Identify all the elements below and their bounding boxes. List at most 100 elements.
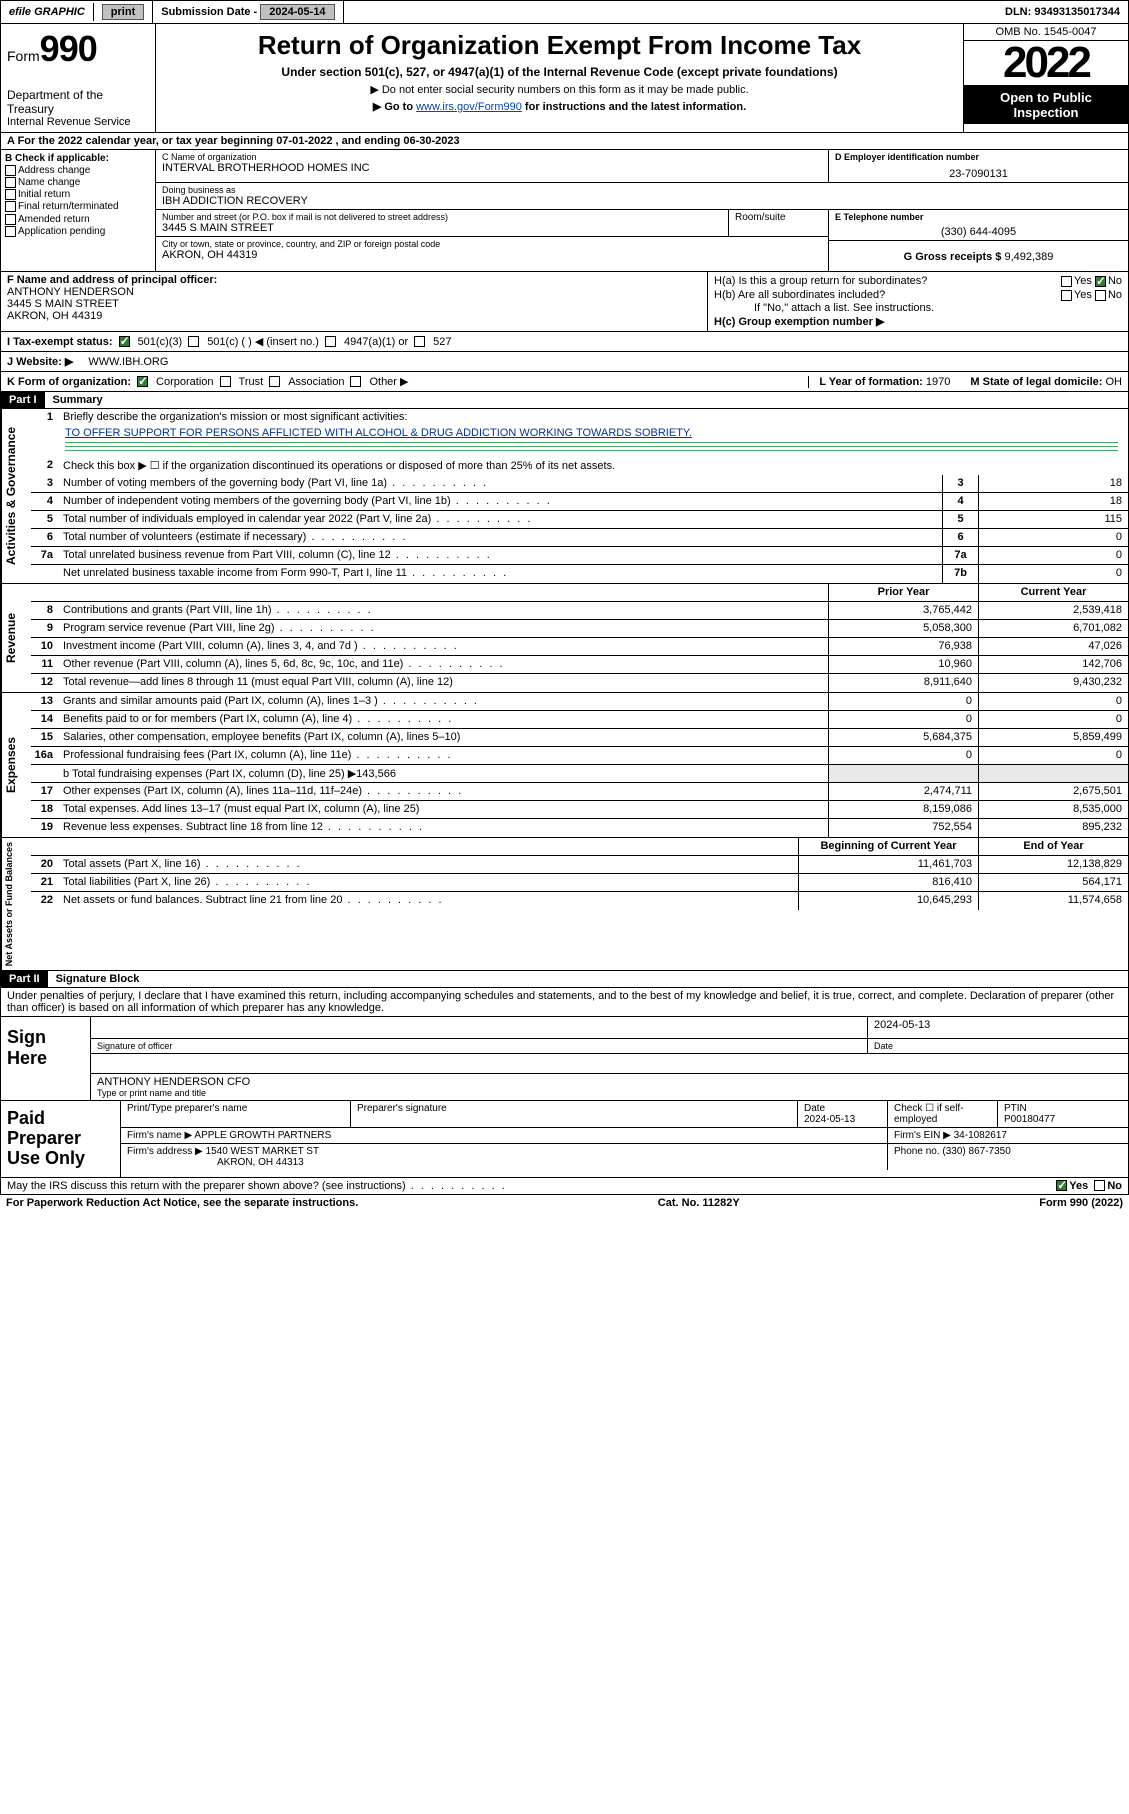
efile-label: efile GRAPHIC	[1, 3, 94, 21]
line15-py: 5,684,375	[828, 729, 978, 746]
cb-501c[interactable]	[188, 336, 199, 347]
line2-text: Check this box ▶ ☐ if the organization d…	[59, 457, 1128, 475]
cb-527[interactable]	[414, 336, 425, 347]
row-i-tax-status: I Tax-exempt status: 501(c)(3) 501(c) ( …	[0, 332, 1129, 352]
website-value: WWW.IBH.ORG	[88, 356, 168, 368]
line14-cy: 0	[978, 711, 1128, 728]
line13-text: Grants and similar amounts paid (Part IX…	[59, 693, 828, 710]
room-suite: Room/suite	[728, 210, 828, 236]
line18-text: Total expenses. Add lines 13–17 (must eq…	[59, 801, 828, 818]
discuss-yes[interactable]	[1056, 1180, 1067, 1191]
line15-text: Salaries, other compensation, employee b…	[59, 729, 828, 746]
prep-sig-hdr: Preparer's signature	[351, 1101, 798, 1127]
dept-treasury: Department of the Treasury	[7, 88, 149, 116]
line20-py: 11,461,703	[798, 856, 978, 873]
sig-officer-label: Signature of officer	[91, 1039, 868, 1053]
prior-year-hdr: Prior Year	[828, 584, 978, 601]
ha-yes[interactable]	[1061, 276, 1072, 287]
end-year-hdr: End of Year	[978, 838, 1128, 855]
ha-no[interactable]	[1095, 276, 1106, 287]
cb-amended-return[interactable]: Amended return	[5, 214, 151, 225]
phone-value: (330) 644-4095	[835, 226, 1122, 238]
form-ref: Form 990 (2022)	[1039, 1197, 1123, 1209]
print-button[interactable]: print	[102, 4, 144, 20]
cb-501c3[interactable]	[119, 336, 130, 347]
cb-final-return[interactable]: Final return/terminated	[5, 201, 151, 212]
cb-corporation[interactable]	[137, 376, 148, 387]
section-expenses: Expenses 13Grants and similar amounts pa…	[0, 693, 1129, 838]
line10-cy: 47,026	[978, 638, 1128, 655]
line3-text: Number of voting members of the governin…	[59, 475, 942, 492]
cb-address-change[interactable]: Address change	[5, 165, 151, 176]
line15-cy: 5,859,499	[978, 729, 1128, 746]
sig-name-label: Type or print name and title	[97, 1088, 1122, 1098]
line20-text: Total assets (Part X, line 16)	[59, 856, 798, 873]
hb-yes[interactable]	[1061, 290, 1072, 301]
firm-addr2: AKRON, OH 44313	[217, 1157, 304, 1168]
line12-cy: 9,430,232	[978, 674, 1128, 692]
discuss-no[interactable]	[1094, 1180, 1105, 1191]
side-label-revenue: Revenue	[1, 584, 31, 692]
line8-py: 3,765,442	[828, 602, 978, 619]
cb-trust[interactable]	[220, 376, 231, 387]
officer-name: ANTHONY HENDERSON	[7, 286, 701, 298]
line14-py: 0	[828, 711, 978, 728]
line8-text: Contributions and grants (Part VIII, lin…	[59, 602, 828, 619]
principal-officer: F Name and address of principal officer:…	[1, 272, 708, 331]
irs-link[interactable]: www.irs.gov/Form990	[416, 101, 522, 113]
line7a-text: Total unrelated business revenue from Pa…	[59, 547, 942, 564]
side-label-ag: Activities & Governance	[1, 409, 31, 583]
dln: DLN: 93493135017344	[997, 3, 1128, 21]
print-button-wrap: print	[94, 1, 153, 23]
gross-receipts-value: 9,492,389	[1004, 251, 1053, 263]
open-inspection: Open to Public Inspection	[964, 86, 1128, 124]
header-left: Form990 Department of the Treasury Inter…	[1, 24, 156, 132]
line19-text: Revenue less expenses. Subtract line 18 …	[59, 819, 828, 837]
year-formation: 1970	[926, 376, 950, 388]
cb-name-change[interactable]: Name change	[5, 177, 151, 188]
hb-no[interactable]	[1095, 290, 1106, 301]
line9-cy: 6,701,082	[978, 620, 1128, 637]
cb-other[interactable]	[350, 376, 361, 387]
officer-city: AKRON, OH 44319	[7, 310, 701, 322]
line18-py: 8,159,086	[828, 801, 978, 818]
part2-title: Signature Block	[48, 971, 148, 987]
form-header: Form990 Department of the Treasury Inter…	[0, 24, 1129, 133]
cb-association[interactable]	[269, 376, 280, 387]
line19-py: 752,554	[828, 819, 978, 837]
form-word: Form	[7, 48, 40, 64]
tax-year: 2022	[964, 41, 1128, 86]
cb-application-pending[interactable]: Application pending	[5, 226, 151, 237]
section-activities-governance: Activities & Governance 1Briefly describ…	[0, 409, 1129, 584]
part1-badge: Part I	[1, 392, 45, 408]
city-box: City or town, state or province, country…	[156, 237, 828, 263]
line8-cy: 2,539,418	[978, 602, 1128, 619]
line4-text: Number of independent voting members of …	[59, 493, 942, 510]
line18-cy: 8,535,000	[978, 801, 1128, 818]
line20-cy: 12,138,829	[978, 856, 1128, 873]
firm-addr1: 1540 WEST MARKET ST	[206, 1146, 320, 1157]
irs-label: Internal Revenue Service	[7, 116, 149, 128]
line9-py: 5,058,300	[828, 620, 978, 637]
cb-4947[interactable]	[325, 336, 336, 347]
org-name: INTERVAL BROTHERHOOD HOMES INC	[162, 162, 822, 174]
mission-text: TO OFFER SUPPORT FOR PERSONS AFFLICTED W…	[65, 427, 1118, 439]
line21-py: 816,410	[798, 874, 978, 891]
header-right: OMB No. 1545-0047 2022 Open to Public In…	[963, 24, 1128, 132]
firm-name: APPLE GROWTH PARTNERS	[194, 1130, 331, 1141]
line7b-text: Net unrelated business taxable income fr…	[59, 565, 942, 583]
prep-self-emp: Check ☐ if self-employed	[888, 1101, 998, 1127]
cat-no: Cat. No. 11282Y	[658, 1197, 740, 1209]
line12-text: Total revenue—add lines 8 through 11 (mu…	[59, 674, 828, 692]
prep-ptin: PTINP00180477	[998, 1101, 1128, 1127]
line17-py: 2,474,711	[828, 783, 978, 800]
officer-street: 3445 S MAIN STREET	[7, 298, 701, 310]
block-fh: F Name and address of principal officer:…	[0, 272, 1129, 332]
line16b-text: b Total fundraising expenses (Part IX, c…	[59, 765, 828, 782]
paid-preparer-block: Paid Preparer Use Only Print/Type prepar…	[0, 1101, 1129, 1177]
line22-cy: 11,574,658	[978, 892, 1128, 910]
cb-initial-return[interactable]: Initial return	[5, 189, 151, 200]
pra-notice: For Paperwork Reduction Act Notice, see …	[6, 1197, 358, 1209]
street-value: 3445 S MAIN STREET	[162, 222, 722, 234]
sign-here-label: Sign Here	[1, 1017, 91, 1100]
